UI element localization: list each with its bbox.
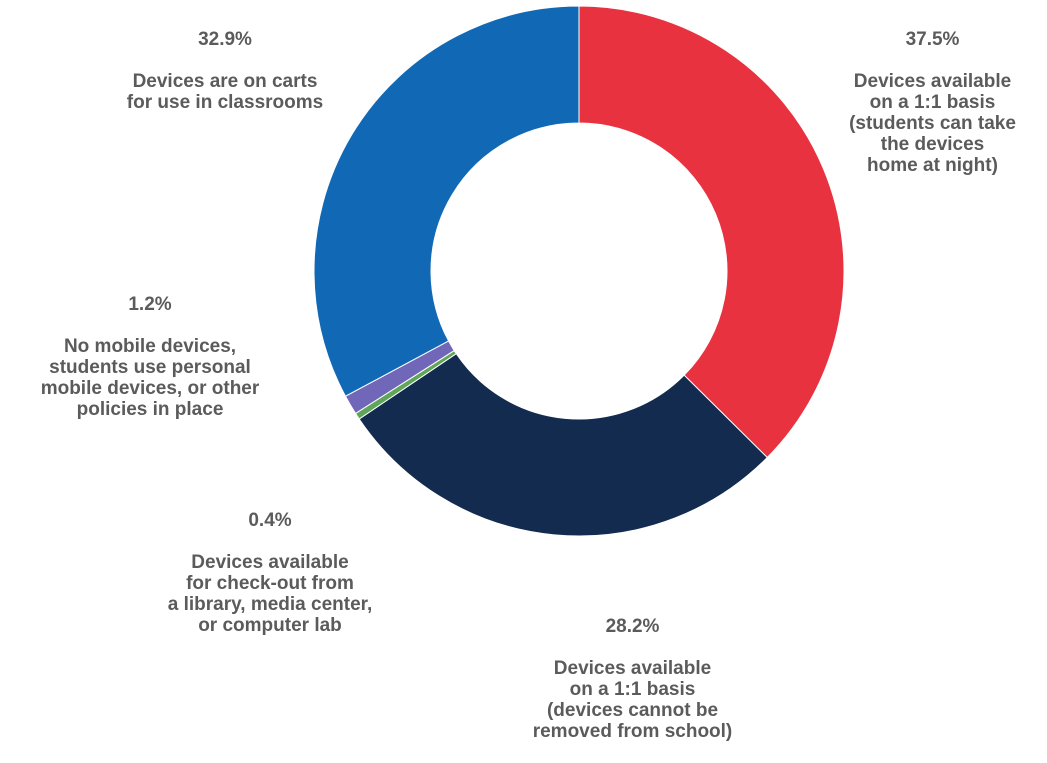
slice-1to1-home	[578, 5, 845, 459]
slice-label-checkout: Devices available for check-out from a l…	[167, 552, 373, 636]
label-slice-carts: 32.9% Devices are on carts for use in cl…	[95, 8, 355, 134]
slice-label-1to1-home: Devices available on a 1:1 basis (studen…	[849, 71, 1016, 176]
label-slice-checkout: 0.4% Devices available for check-out fro…	[140, 489, 400, 657]
slice-label-1to1-school: Devices available on a 1:1 basis (device…	[532, 658, 733, 742]
slice-percent-checkout: 0.4%	[248, 510, 292, 531]
slice-label-carts: Devices are on carts for use in classroo…	[126, 71, 324, 113]
slice-carts	[313, 5, 580, 397]
slice-percent-no-devices: 1.2%	[128, 294, 172, 315]
slice-percent-carts: 32.9%	[198, 29, 252, 50]
slice-percent-1to1-school: 28.2%	[605, 616, 660, 637]
slice-percent-1to1-home: 37.5%	[905, 29, 960, 50]
label-slice-1to1-school: 28.2% Devices available on a 1:1 basis (…	[520, 595, 745, 763]
donut-chart	[313, 5, 845, 537]
label-slice-1to1-home: 37.5% Devices available on a 1:1 basis (…	[825, 8, 1040, 197]
slice-label-no-devices: No mobile devices, students use personal…	[40, 336, 260, 420]
label-slice-no-devices: 1.2% No mobile devices, students use per…	[20, 273, 280, 441]
slice-1to1-school	[358, 352, 768, 537]
